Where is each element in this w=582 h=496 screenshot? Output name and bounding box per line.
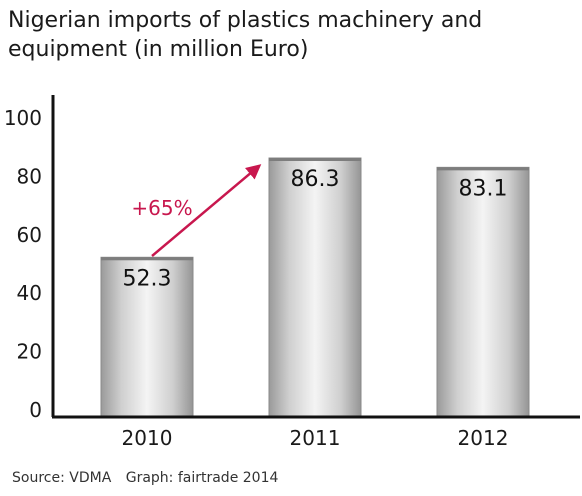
source-label: Source: VDMA [12, 470, 112, 486]
source-note: Source: VDMA Graph: fairtrade 2014 [12, 470, 278, 486]
growth-arrow [151, 164, 262, 257]
chart-title: Nigerian imports of plastics machinery a… [8, 6, 568, 64]
bar-value-label: 83.1 [459, 176, 508, 201]
bar-2012 [436, 166, 530, 418]
x-tick-label: 2010 [122, 426, 173, 450]
y-tick-label: 40 [17, 281, 42, 305]
growth-label: +65% [131, 196, 192, 220]
bar-top-edge [437, 167, 529, 171]
bars: 52.3 86.3 83.1 [100, 157, 530, 418]
bar-top-edge [269, 158, 361, 162]
x-axis: 2010 2011 2012 [52, 415, 580, 450]
x-tick-label: 2012 [458, 426, 509, 450]
y-tick-label: 60 [17, 223, 42, 247]
x-tick-label: 2011 [290, 426, 341, 450]
bar-top-edge [101, 257, 193, 261]
y-axis: 0 20 40 60 80 100 [4, 95, 55, 422]
chart-title-line-1: Nigerian imports of plastics machinery a… [8, 8, 483, 33]
growth-annotation: +65% [131, 164, 262, 257]
y-tick-label: 0 [29, 398, 42, 422]
y-tick-label: 100 [4, 106, 42, 130]
y-tick-label: 80 [17, 164, 42, 188]
bar-value-label: 52.3 [123, 266, 172, 291]
graph-credit: Graph: fairtrade 2014 [125, 470, 279, 486]
bar-value-label: 86.3 [291, 167, 340, 192]
chart-title-line-2: equipment (in million Euro) [8, 37, 309, 62]
bar-2011 [268, 157, 362, 418]
y-tick-label: 20 [17, 340, 42, 364]
